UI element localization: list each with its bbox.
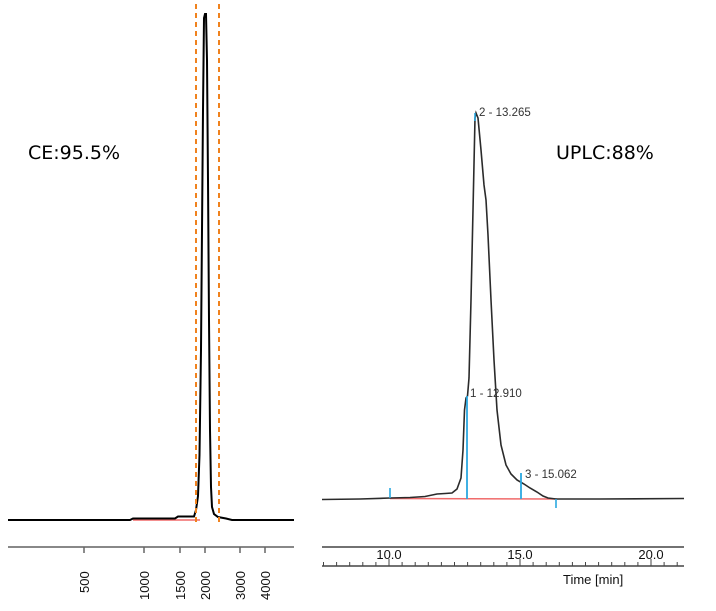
ce-x-ticks (83, 547, 266, 553)
uplc-peak-1-label: 1 - 12.910 (470, 388, 522, 400)
uplc-peak-3-label: 3 - 15.062 (525, 469, 577, 481)
uplc-tick-label: 20.0 (638, 547, 663, 562)
uplc-trace (321, 110, 685, 501)
uplc-x-ticks: 10.0 15.0 20.0 (323, 547, 678, 566)
ce-tick-label-1500: 1500 (173, 571, 188, 600)
ce-tick-label-500: 500 (77, 571, 92, 593)
uplc-integration-baseline (389, 497, 558, 500)
ce-tick-label-3000: 3000 (233, 571, 248, 600)
ce-panel: CE:95.5% 500 1000 1500 2000 3000 4000 (8, 4, 294, 600)
uplc-x-axis-title: Time [min] (563, 572, 623, 587)
ce-tick-label-1000: 1000 (137, 571, 152, 600)
ce-trace (8, 13, 294, 521)
uplc-panel: UPLC:88% 2 - 13.265 1 - 12.910 3 - 15.06… (321, 107, 685, 587)
uplc-tick-label: 15.0 (507, 547, 532, 562)
ce-tick-label-2000: 2000 (198, 571, 213, 600)
uplc-purity-label: UPLC:88% (556, 142, 654, 164)
ce-tick-label-4000: 4000 (258, 571, 273, 600)
uplc-peak-2-label: 2 - 13.265 (479, 107, 531, 119)
ce-purity-label: CE:95.5% (28, 142, 120, 164)
uplc-tick-label: 10.0 (376, 547, 401, 562)
